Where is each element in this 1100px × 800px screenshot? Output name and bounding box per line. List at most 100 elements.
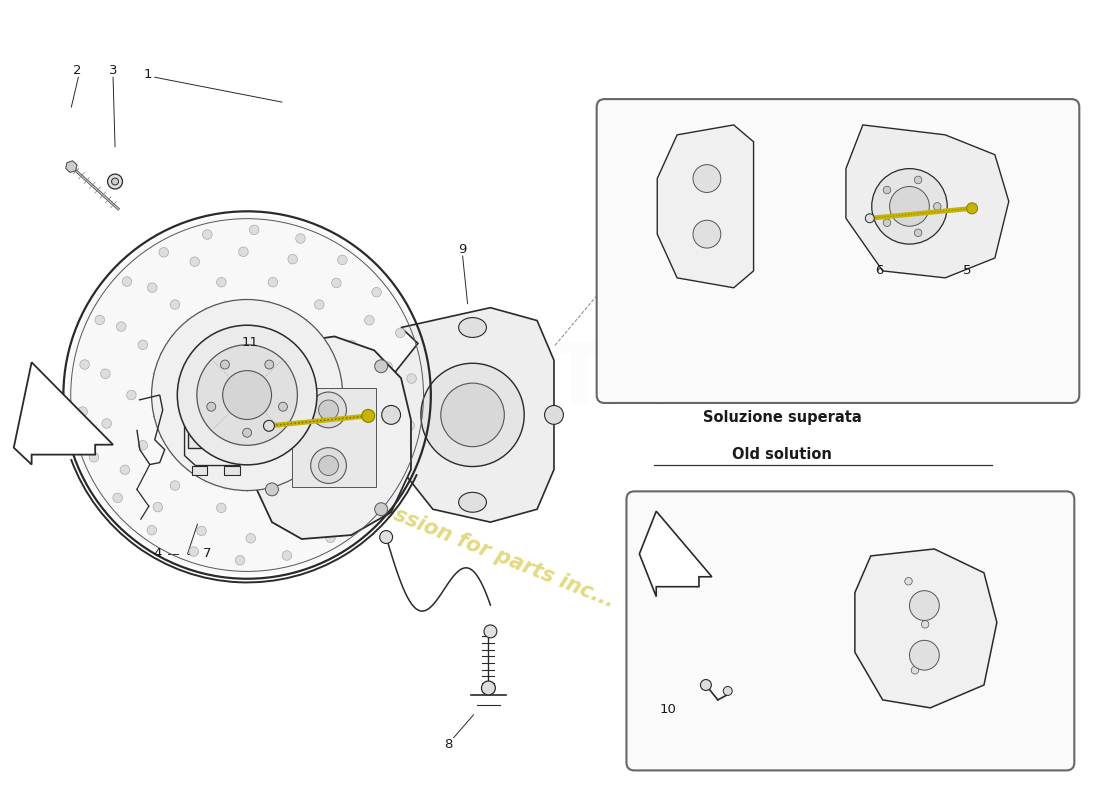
FancyBboxPatch shape — [627, 491, 1075, 770]
Circle shape — [883, 186, 891, 194]
Circle shape — [278, 402, 287, 411]
Circle shape — [268, 278, 277, 287]
Polygon shape — [846, 125, 1009, 278]
Circle shape — [117, 322, 126, 331]
Polygon shape — [252, 337, 411, 539]
Polygon shape — [224, 466, 240, 475]
Circle shape — [189, 546, 199, 556]
Circle shape — [866, 214, 874, 222]
Circle shape — [362, 410, 375, 422]
Circle shape — [326, 533, 336, 542]
Polygon shape — [185, 380, 249, 466]
Circle shape — [120, 465, 130, 474]
Text: Soluzione superata: Soluzione superata — [703, 410, 861, 425]
Circle shape — [190, 257, 199, 266]
Circle shape — [922, 621, 928, 628]
Circle shape — [911, 666, 918, 674]
Circle shape — [95, 315, 104, 325]
Circle shape — [80, 360, 89, 370]
Circle shape — [67, 215, 427, 575]
Circle shape — [264, 420, 274, 431]
Circle shape — [147, 526, 156, 535]
Circle shape — [871, 169, 947, 244]
Circle shape — [375, 502, 387, 516]
Text: 7: 7 — [204, 547, 211, 561]
Circle shape — [372, 287, 382, 297]
Polygon shape — [66, 161, 77, 173]
Circle shape — [904, 578, 912, 585]
Circle shape — [235, 555, 245, 565]
Circle shape — [346, 340, 356, 350]
Text: 5: 5 — [962, 265, 971, 278]
Circle shape — [250, 225, 258, 234]
Circle shape — [126, 390, 136, 400]
Circle shape — [482, 681, 495, 695]
Circle shape — [295, 524, 305, 533]
Text: Old solution: Old solution — [732, 446, 832, 462]
Text: 6: 6 — [876, 265, 884, 278]
Circle shape — [693, 165, 720, 193]
Circle shape — [207, 402, 216, 411]
Circle shape — [246, 534, 255, 543]
Circle shape — [170, 300, 179, 310]
Circle shape — [243, 428, 252, 438]
Text: 4: 4 — [154, 547, 162, 561]
Text: 8: 8 — [444, 738, 453, 751]
Text: 10: 10 — [660, 703, 676, 716]
Circle shape — [102, 418, 111, 428]
Circle shape — [379, 530, 393, 543]
Circle shape — [217, 278, 227, 287]
Circle shape — [268, 503, 277, 513]
Circle shape — [967, 203, 978, 214]
Text: EPCDATA: EPCDATA — [233, 338, 669, 422]
Text: 1: 1 — [144, 68, 152, 81]
Circle shape — [405, 421, 415, 430]
Circle shape — [265, 360, 274, 369]
Circle shape — [310, 392, 346, 428]
Text: 11: 11 — [242, 336, 258, 349]
Polygon shape — [14, 362, 113, 465]
Circle shape — [441, 383, 504, 446]
Circle shape — [382, 406, 400, 424]
Circle shape — [160, 247, 168, 257]
Circle shape — [315, 300, 324, 310]
Circle shape — [197, 526, 207, 536]
Circle shape — [934, 202, 942, 210]
Polygon shape — [292, 388, 376, 487]
Polygon shape — [392, 308, 554, 522]
Circle shape — [197, 345, 297, 446]
Circle shape — [202, 230, 212, 239]
Circle shape — [693, 220, 720, 248]
Circle shape — [421, 363, 525, 466]
Ellipse shape — [459, 318, 486, 338]
Circle shape — [389, 466, 399, 475]
Circle shape — [375, 360, 387, 373]
Circle shape — [89, 453, 99, 462]
Circle shape — [368, 458, 377, 468]
Circle shape — [265, 377, 278, 390]
Text: 9: 9 — [459, 242, 466, 255]
Circle shape — [890, 186, 930, 226]
Polygon shape — [855, 549, 997, 708]
Circle shape — [338, 255, 348, 265]
Ellipse shape — [459, 492, 486, 512]
Circle shape — [239, 247, 249, 257]
Text: 2: 2 — [73, 64, 81, 77]
Circle shape — [139, 340, 147, 350]
Circle shape — [222, 370, 272, 419]
Circle shape — [883, 219, 891, 226]
Circle shape — [319, 456, 339, 475]
Polygon shape — [658, 125, 754, 288]
Circle shape — [407, 374, 417, 383]
Circle shape — [346, 441, 356, 450]
Circle shape — [384, 411, 394, 421]
Circle shape — [282, 550, 292, 560]
Circle shape — [265, 483, 278, 496]
Circle shape — [544, 406, 563, 424]
Polygon shape — [187, 393, 242, 448]
Circle shape — [363, 504, 372, 514]
Circle shape — [910, 590, 939, 621]
Circle shape — [139, 441, 147, 450]
Circle shape — [100, 369, 110, 378]
Circle shape — [319, 400, 339, 420]
